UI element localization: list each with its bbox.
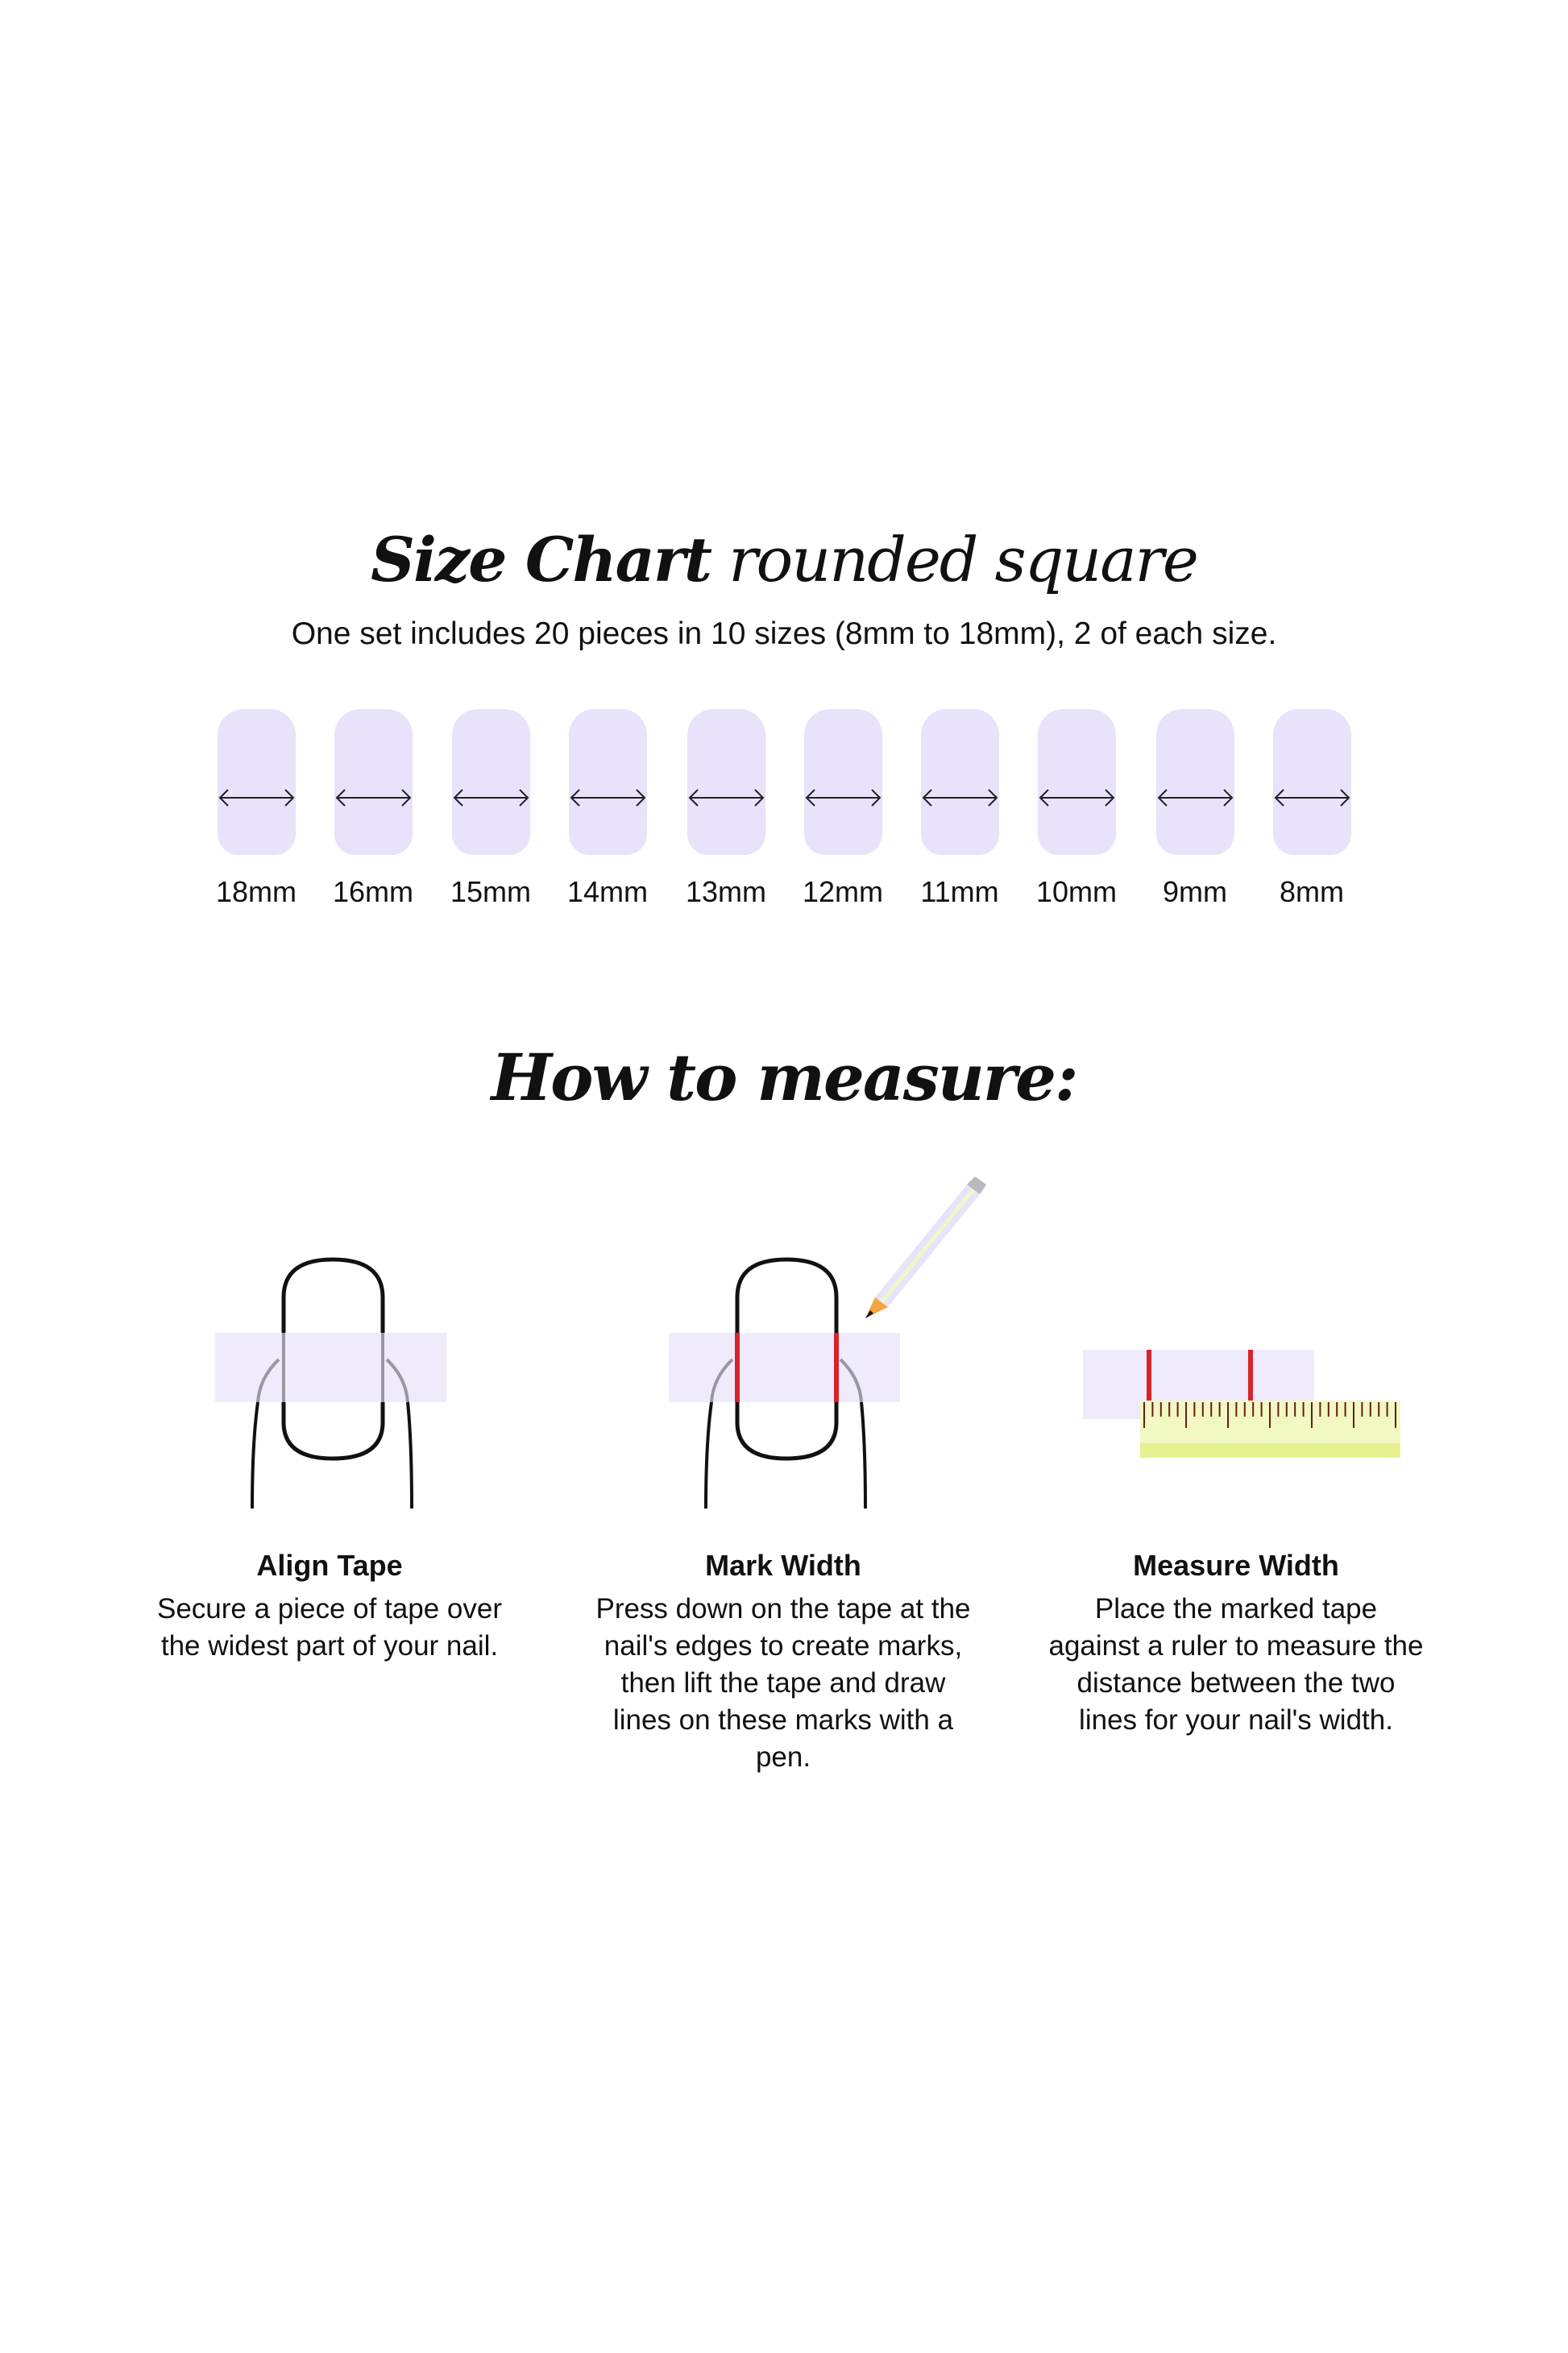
nail-shape bbox=[334, 709, 413, 855]
width-arrow-icon bbox=[1039, 789, 1115, 807]
subtitle: One set includes 20 pieces in 10 sizes (… bbox=[291, 616, 1277, 651]
size-label: 11mm bbox=[920, 875, 999, 908]
step-title: Measure Width bbox=[1133, 1549, 1339, 1582]
pencil-icon bbox=[865, 1176, 986, 1318]
size-label: 16mm bbox=[332, 875, 414, 908]
nail-outline-bottom bbox=[281, 1402, 385, 1461]
nail-shape bbox=[687, 709, 765, 855]
finger-edge-under-tape bbox=[839, 1358, 863, 1403]
width-arrow-icon bbox=[1157, 789, 1234, 807]
nail-shape bbox=[452, 709, 530, 855]
step-title: Mark Width bbox=[705, 1549, 861, 1582]
measure-width-illustration bbox=[1083, 1350, 1400, 1458]
width-arrow-icon bbox=[218, 789, 295, 807]
nail-shape bbox=[921, 709, 999, 855]
finger-outline bbox=[251, 1401, 413, 1509]
nail-outline-under-tape bbox=[282, 1333, 384, 1402]
title-shape: rounded square bbox=[728, 524, 1199, 596]
finger-edge-under-tape bbox=[256, 1358, 280, 1403]
width-arrow-icon bbox=[805, 789, 881, 807]
nail-outline-top bbox=[281, 1257, 385, 1333]
red-mark-lines bbox=[735, 1333, 839, 1402]
nail-shape bbox=[804, 709, 882, 855]
size-label: 14mm bbox=[566, 875, 649, 908]
size-label: 18mm bbox=[215, 875, 297, 908]
step-1: Align Tape Secure a piece of tape over th… bbox=[140, 1549, 519, 1665]
size-label: 13mm bbox=[685, 875, 767, 908]
size-label: 15mm bbox=[450, 875, 532, 908]
step-text: Press down on the tape at the nail's edg… bbox=[595, 1593, 971, 1773]
ruler-edge bbox=[1140, 1443, 1400, 1458]
nail-shape bbox=[1156, 709, 1234, 855]
width-arrow-icon bbox=[453, 789, 529, 807]
step-2: Mark Width Press down on the tape at the … bbox=[594, 1549, 973, 1776]
step-text: Secure a piece of tape over the widest p… bbox=[156, 1593, 503, 1662]
width-arrow-icon bbox=[335, 789, 412, 807]
tape-strip bbox=[215, 1333, 446, 1402]
finger-outline bbox=[704, 1401, 867, 1509]
step-title: Align Tape bbox=[256, 1549, 403, 1582]
finger-edge-under-tape bbox=[710, 1358, 734, 1403]
width-arrow-icon bbox=[688, 789, 765, 807]
nail-shape bbox=[1273, 709, 1351, 855]
size-label: 12mm bbox=[802, 875, 884, 908]
tape-strip bbox=[669, 1333, 900, 1402]
nail-shape bbox=[569, 709, 647, 855]
mark-width-illustration bbox=[669, 1257, 900, 1509]
align-tape-illustration bbox=[215, 1257, 446, 1509]
how-to-title: How to measure: bbox=[491, 1040, 1079, 1115]
nail-outline-top bbox=[735, 1257, 839, 1333]
nail-shape bbox=[218, 709, 296, 855]
size-label: 8mm bbox=[1280, 875, 1344, 908]
width-arrow-icon bbox=[570, 789, 646, 807]
width-arrow-icon bbox=[922, 789, 998, 807]
size-label: 10mm bbox=[1035, 875, 1118, 908]
page-title: Size Chart rounded square bbox=[0, 524, 1568, 596]
step-3: Measure Width Place the marked tape again… bbox=[1047, 1549, 1425, 1739]
width-arrow-icon bbox=[1274, 789, 1350, 807]
size-label: 9mm bbox=[1163, 875, 1227, 908]
title-strong: Size Chart bbox=[371, 524, 712, 596]
nail-shape bbox=[1038, 709, 1116, 855]
finger-edge-under-tape bbox=[385, 1358, 409, 1403]
ruler-ticks bbox=[1143, 1402, 1396, 1428]
nail-outline-bottom bbox=[735, 1402, 839, 1461]
step-text: Place the marked tape against a ruler to… bbox=[1048, 1593, 1424, 1736]
